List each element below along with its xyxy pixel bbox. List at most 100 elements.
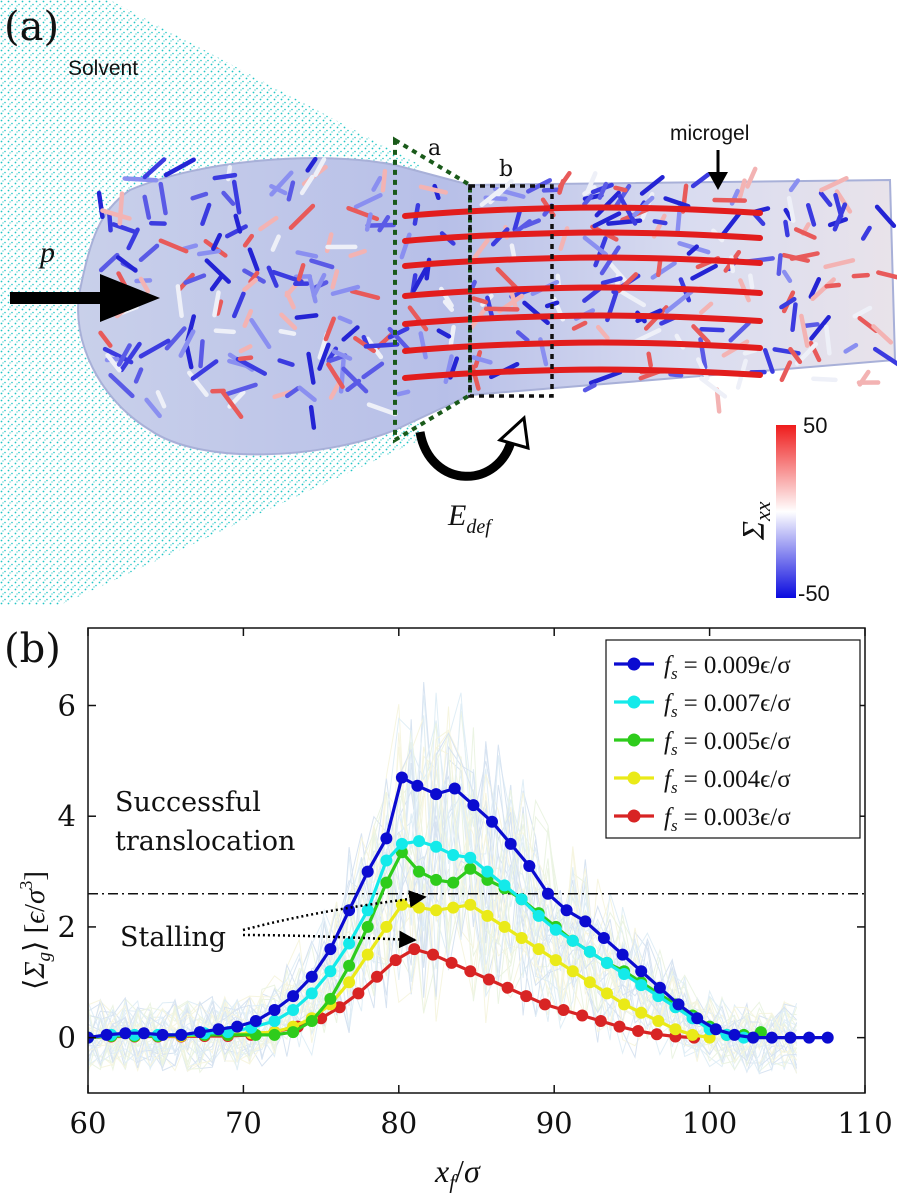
gel-strand: [361, 361, 385, 380]
gel-strand: [742, 347, 758, 356]
data-point: [613, 1020, 626, 1033]
data-point: [691, 1012, 704, 1025]
gel-strand: [720, 209, 743, 238]
gel-strand: [305, 156, 318, 173]
data-point: [380, 854, 393, 867]
gel-strand: [779, 360, 793, 383]
gel-strand: [122, 176, 159, 183]
gel-strand: [872, 346, 897, 367]
x-tick-label: 100: [682, 1106, 737, 1140]
gel-strand: [138, 276, 151, 294]
legend-label: fs = 0.007ϵ/σ: [664, 690, 791, 721]
legend-entry: fs = 0.003ϵ/σ: [614, 804, 791, 835]
gel-strand: [843, 342, 859, 354]
data-point: [430, 840, 443, 853]
data-point: [447, 849, 460, 861]
gel-strand: [142, 157, 167, 180]
data-point: [709, 1023, 722, 1036]
gel-strand: [266, 265, 279, 288]
gel-strand: [116, 343, 132, 367]
gel-strand: [418, 331, 428, 360]
gel-strand: [371, 175, 383, 192]
gel-strand: [119, 341, 142, 373]
data-point: [576, 1009, 589, 1022]
panel-a: Solvent a b microgel p Edef 50 -50 Σxx (…: [0, 0, 897, 606]
noise-trace: [88, 789, 798, 1074]
gel-strand: [585, 171, 598, 193]
data-point: [380, 832, 393, 845]
gel-strand: [483, 306, 520, 312]
gel-strand: [306, 351, 316, 385]
gel-strand: [225, 224, 248, 239]
data-point: [542, 887, 554, 900]
gel-strand: [138, 338, 171, 359]
gel-strand: [582, 185, 597, 197]
data-point: [747, 1031, 760, 1044]
gel-strand: [522, 300, 550, 325]
gel-strand: [98, 252, 120, 273]
data-point: [413, 901, 425, 914]
gel-strand: [158, 181, 168, 216]
gel-strand: [307, 274, 318, 304]
x-tick-label: 80: [380, 1106, 417, 1140]
data-point: [821, 1031, 834, 1044]
plot-frame: [87, 627, 866, 1094]
x-tick-label: 110: [837, 1106, 892, 1140]
gel-strand: [663, 196, 691, 209]
gel-strand: [471, 355, 493, 365]
series-0007: [88, 835, 750, 1044]
stretched-strand: [402, 229, 763, 244]
gel-strand: [196, 248, 221, 257]
gel-strand: [834, 189, 853, 214]
gel-strand: [515, 330, 530, 343]
gel-strand: [349, 288, 381, 301]
x-tick-label: 90: [536, 1106, 573, 1140]
gel-strand: [200, 202, 212, 226]
gel-strand: [668, 372, 684, 378]
data-point: [560, 904, 573, 917]
gel-strands: [96, 156, 897, 430]
gel-strand: [231, 179, 242, 215]
gel-strand: [588, 369, 623, 386]
gel-strand: [366, 402, 398, 417]
data-point: [413, 865, 425, 878]
data-point: [324, 943, 337, 956]
success-annotation-line1: Successful: [115, 787, 261, 818]
gel-strand: [411, 267, 428, 293]
data-point: [532, 943, 545, 956]
gel-strand: [144, 397, 162, 419]
gel-strand: [126, 227, 140, 251]
gel-strand: [526, 178, 553, 194]
region-a-frame: [393, 136, 472, 444]
gel-strand: [512, 207, 523, 232]
gel-strand: [762, 347, 775, 374]
gel-strand: [418, 184, 448, 195]
series-layer: [88, 771, 834, 1044]
noise-trace: [88, 730, 798, 1065]
gel-strand: [271, 269, 304, 284]
gel-strand: [249, 317, 272, 349]
y-tick-label: 0: [58, 1021, 76, 1055]
microgel-body: [77, 156, 897, 456]
data-point: [532, 909, 545, 922]
gel-strand: [158, 238, 189, 254]
series-0009: [88, 771, 834, 1044]
gel-strand: [874, 204, 897, 229]
data-point: [784, 1031, 797, 1044]
colorbar: [776, 425, 796, 598]
gel-strand: [326, 362, 345, 390]
data-point: [100, 1028, 113, 1041]
stretched-strand: [402, 204, 763, 219]
gel-strand: [345, 378, 362, 393]
legend-entry: fs = 0.007ϵ/σ: [614, 690, 791, 721]
data-point: [616, 948, 629, 961]
data-point: [618, 968, 631, 980]
gel-strand: [819, 176, 849, 193]
panel-b: (b) 60 70 80 90 100 110 0 2 4 6 Successful transl…: [4, 626, 893, 1193]
gel-strand: [285, 385, 301, 399]
data-point: [413, 835, 425, 848]
gel-strand: [181, 243, 199, 251]
gel-strand: [876, 270, 897, 280]
data-point: [343, 904, 356, 917]
data-point: [520, 990, 533, 1003]
